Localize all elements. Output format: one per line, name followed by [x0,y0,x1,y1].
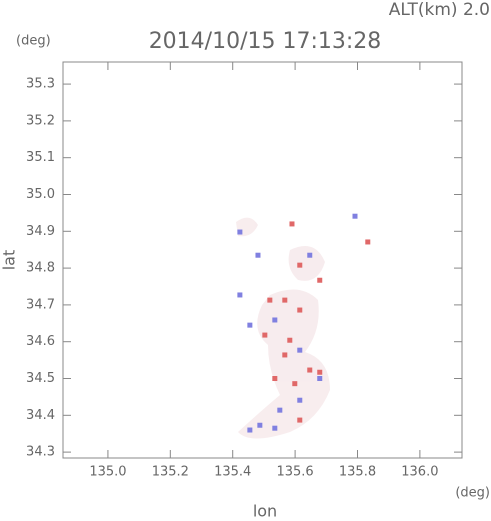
echo-point [257,422,263,428]
subtitle: ALT(km) 2.0 [389,0,490,20]
echo-point [289,221,295,227]
echo-point [297,347,303,353]
y-unit: (deg) [16,34,51,49]
echo-point [282,297,288,303]
echo-point [237,229,243,235]
y-tick-label: 34.3 [26,445,55,460]
echo-point [247,322,253,328]
y-tick-label: 34.4 [26,408,55,423]
y-tick-label: 35.2 [26,113,55,128]
echo-point [287,337,293,343]
echo-point [267,297,273,303]
x-tick-label: 135.8 [339,465,376,480]
y-tick-label: 34.6 [26,334,55,349]
x-axis-label: lon [253,502,277,521]
echo-point [272,317,278,323]
echo-background [236,217,330,439]
y-tick-label: 34.8 [26,261,55,276]
echo-point [297,397,303,403]
echo-point [282,352,288,358]
x-tick-label: 135.0 [89,465,126,480]
x-tick-label: 135.4 [214,465,251,480]
echo-point [247,427,253,433]
echo-point [307,252,313,258]
echo-point [297,417,303,423]
echo-point [272,376,278,382]
echo-point [255,252,261,258]
x-tick-label: 135.2 [152,465,189,480]
echo-point [365,239,371,245]
y-tick-label: 35.1 [26,150,55,165]
chart-title: 2014/10/15 17:13:28 [149,29,382,54]
echo-point [352,213,358,219]
echo-point [237,292,243,298]
y-tick-label: 34.9 [26,224,55,239]
x-tick-label: 136.0 [401,465,438,480]
y-tick-label: 34.5 [26,371,55,386]
y-tick-label: 35.0 [26,187,55,202]
echo-point [297,262,303,268]
echo-point [297,307,303,313]
echo-point [262,332,268,338]
y-tick-label: 35.3 [26,77,55,92]
echo-point [317,369,323,375]
echo-point [307,367,313,373]
y-axis-label: lat [0,250,19,271]
echo-point [277,407,283,413]
echo-point [272,425,278,431]
plot-frame [62,61,463,459]
echo-point [317,376,323,382]
x-tick-label: 135.6 [276,465,313,480]
echo-point [292,381,298,387]
x-unit: (deg) [455,486,490,501]
echo-point [317,277,323,283]
y-tick-label: 34.7 [26,297,55,312]
